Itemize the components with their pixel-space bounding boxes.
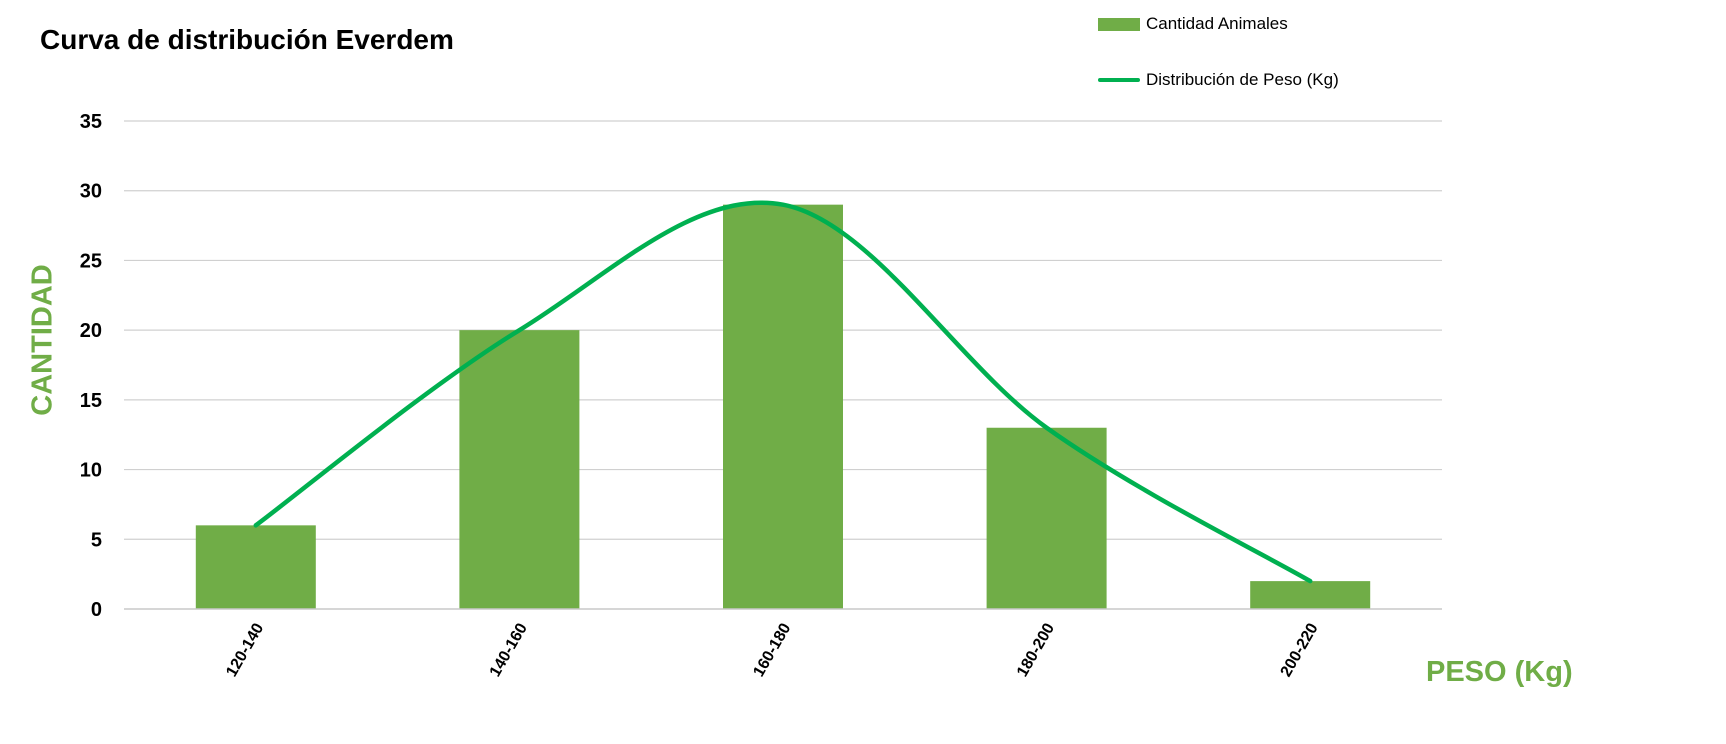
y-tick-label: 25 (80, 250, 102, 272)
legend-item-line: Distribución de Peso (Kg) (1098, 70, 1339, 90)
x-axis-title: PESO (Kg) (1426, 656, 1573, 688)
bar (459, 330, 580, 609)
distribution-curve (253, 200, 1313, 584)
y-tick-label: 15 (80, 390, 102, 412)
chart-title: Curva de distribución Everdem (40, 24, 454, 55)
x-tick-label: 160-180 (750, 620, 794, 679)
y-tick-label: 5 (91, 529, 102, 551)
x-tick-label: 140-160 (487, 620, 531, 679)
legend-bar-swatch (1098, 17, 1140, 31)
x-axis-ticks: 120-140 140-160 160-180 180-200 200-220 (223, 620, 1322, 679)
y-axis-ticks: 0 5 10 15 20 25 30 35 (80, 111, 102, 621)
bar (195, 525, 316, 609)
legend-item-bars: Cantidad Animales (1098, 14, 1288, 34)
x-tick-label: 200-220 (1278, 620, 1322, 679)
y-tick-label: 10 (80, 460, 102, 482)
x-tick-label: 180-200 (1014, 620, 1058, 679)
legend-label-line: Distribución de Peso (Kg) (1146, 70, 1339, 89)
y-tick-label: 35 (80, 111, 102, 133)
bar (723, 204, 843, 609)
bar-series (195, 204, 1371, 609)
bar (986, 427, 1107, 609)
legend-line-swatch (1098, 78, 1140, 82)
y-tick-label: 20 (80, 320, 102, 342)
y-tick-label: 30 (80, 181, 102, 203)
legend-label-bars: Cantidad Animales (1146, 14, 1288, 33)
x-tick-label: 120-140 (223, 620, 267, 679)
y-tick-label: 0 (91, 599, 102, 621)
bar (1250, 581, 1371, 609)
